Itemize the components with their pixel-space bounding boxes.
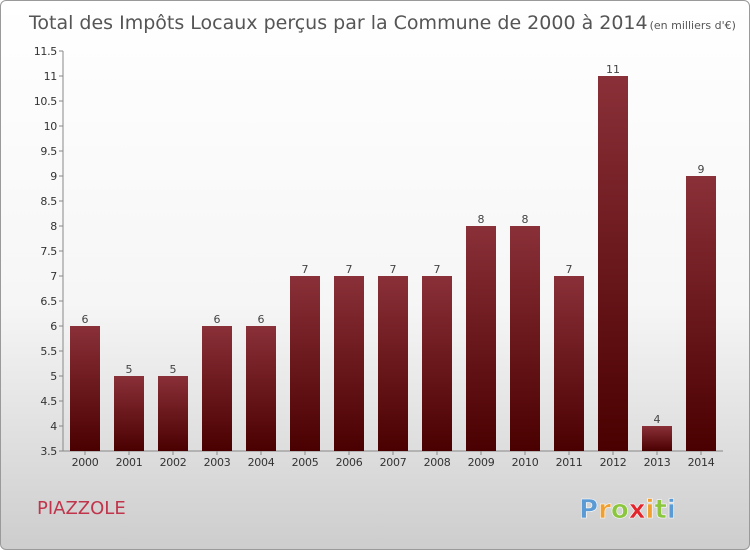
chart-title: Total des Impôts Locaux perçus par la Co… [28, 12, 736, 34]
bar [554, 276, 584, 451]
value-label: 9 [698, 163, 705, 176]
y-tick-label: 11 [44, 70, 57, 83]
proxiti-logo: Proxiti [579, 495, 676, 526]
value-label: 7 [434, 263, 441, 276]
commune-name: PIAZZOLE [37, 498, 126, 519]
y-tick-label: 10 [44, 120, 58, 133]
y-tick-label: 6.5 [40, 295, 57, 308]
value-label: 6 [82, 313, 89, 326]
value-label: 5 [170, 363, 177, 376]
x-tick-label: 2008 [424, 456, 451, 469]
y-tick-label: 11.5 [34, 45, 58, 58]
x-tick-label: 2006 [336, 456, 363, 469]
x-tick-label: 2011 [556, 456, 583, 469]
bar [598, 76, 628, 451]
x-tick-label: 2001 [116, 456, 143, 469]
x-tick-labels: 2000 2001 2002 2003 2004 2005 2006 2007 2008 2009… [72, 451, 715, 469]
bar [686, 176, 716, 451]
bar [334, 276, 364, 451]
y-tick-label: 7.5 [40, 245, 57, 258]
value-label: 6 [214, 313, 221, 326]
x-tick-label: 2014 [688, 456, 715, 469]
bar [378, 276, 408, 451]
value-label: 4 [654, 413, 661, 426]
y-tick-label: 4 [50, 420, 57, 433]
y-tick-label: 6 [50, 320, 57, 333]
y-tick-label: 4.5 [40, 395, 57, 408]
x-tick-label: 2005 [292, 456, 319, 469]
y-tick-label: 3.5 [40, 445, 57, 458]
logo-text: Proxiti [579, 495, 676, 525]
x-tick-label: 2000 [72, 456, 99, 469]
x-tick-label: 2007 [380, 456, 407, 469]
value-label: 8 [478, 213, 485, 226]
bar [114, 376, 144, 451]
y-tick-label: 8 [50, 220, 57, 233]
x-tick-label: 2010 [512, 456, 539, 469]
value-label: 7 [390, 263, 397, 276]
y-tick-label: 7 [50, 270, 57, 283]
bar [466, 226, 496, 451]
value-label: 7 [566, 263, 573, 276]
x-tick-label: 2004 [248, 456, 275, 469]
bar [422, 276, 452, 451]
x-tick-label: 2002 [160, 456, 187, 469]
y-tick-label: 5.5 [40, 345, 57, 358]
bar [202, 326, 232, 451]
bar [642, 426, 672, 451]
bars [70, 76, 716, 451]
y-tick-label: 9 [50, 170, 57, 183]
value-label: 8 [522, 213, 529, 226]
value-label: 11 [606, 63, 620, 76]
y-tick-label: 10.5 [34, 95, 58, 108]
value-labels: 6 5 5 6 6 7 7 7 7 8 8 7 11 4 9 [82, 63, 705, 426]
value-label: 6 [258, 313, 265, 326]
x-tick-label: 2012 [600, 456, 627, 469]
x-tick-label: 2009 [468, 456, 495, 469]
y-tick-label: 8.5 [40, 195, 57, 208]
bar [246, 326, 276, 451]
y-tick-label: 5 [50, 370, 57, 383]
value-label: 7 [346, 263, 353, 276]
value-label: 5 [126, 363, 133, 376]
x-tick-label: 2003 [204, 456, 231, 469]
bar [158, 376, 188, 451]
value-label: 7 [302, 263, 309, 276]
bar [290, 276, 320, 451]
y-tick-label: 9.5 [40, 145, 57, 158]
bar [70, 326, 100, 451]
bar [510, 226, 540, 451]
x-tick-label: 2013 [644, 456, 671, 469]
